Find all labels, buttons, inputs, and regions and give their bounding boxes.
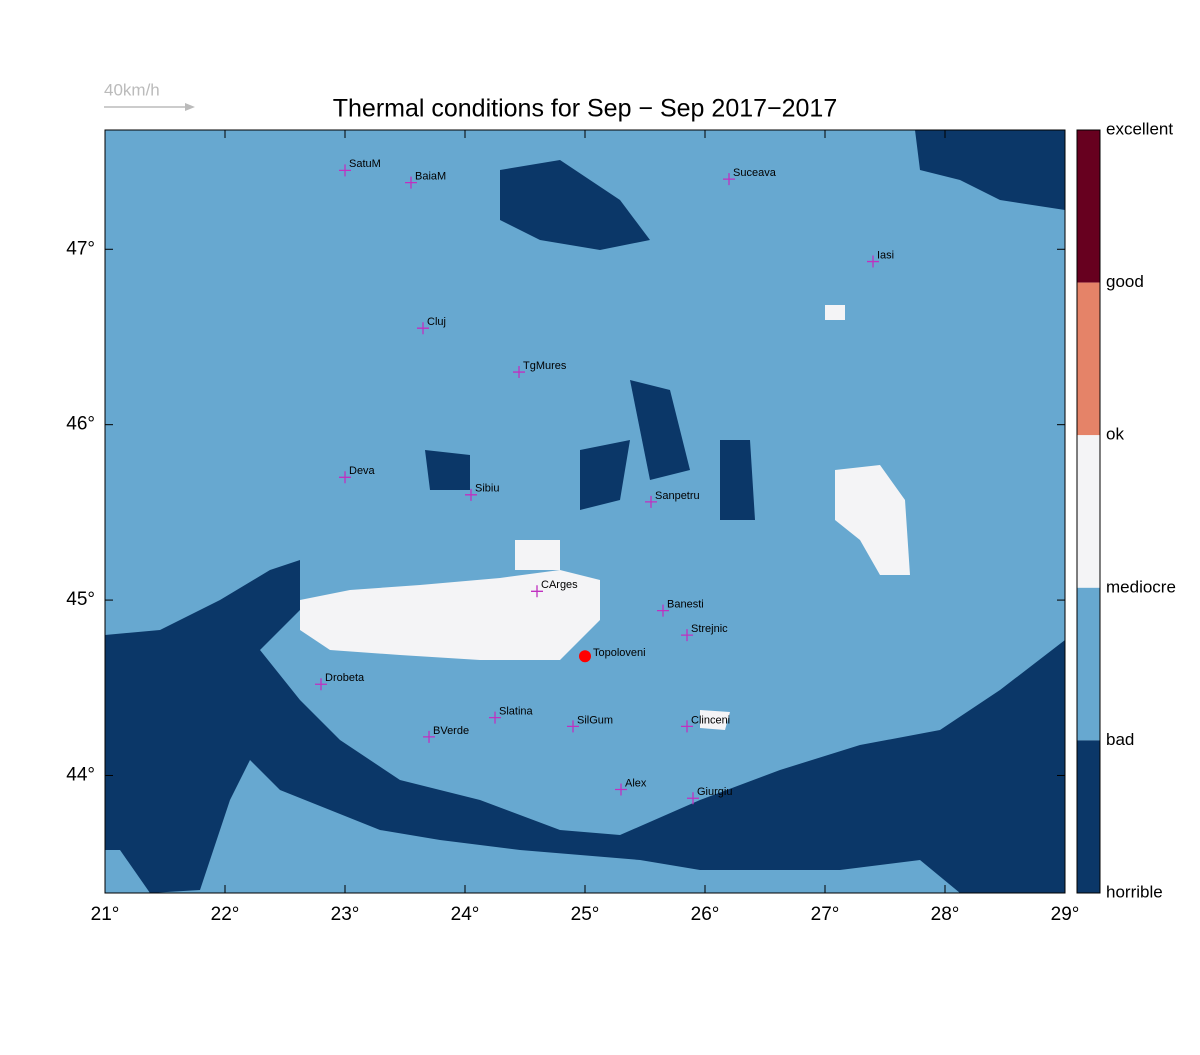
city-label: BaiaM (415, 171, 446, 183)
site-marker (579, 650, 591, 663)
x-tick-label: 29° (1051, 904, 1080, 925)
city-label: Slatina (499, 706, 534, 718)
city-label: Sanpetru (655, 490, 700, 502)
city-marker (423, 730, 435, 743)
legend-label: good (1106, 272, 1144, 291)
city-marker (645, 495, 657, 508)
city-marker (465, 488, 477, 501)
city-marker (339, 471, 351, 484)
city-marker (489, 711, 501, 724)
legend-label: mediocre (1106, 577, 1176, 596)
city-label: Strejnic (691, 623, 728, 635)
legend-swatch (1077, 130, 1100, 283)
city-marker (405, 176, 417, 189)
city-label: Iasi (877, 249, 894, 261)
mediocre-areas (300, 305, 910, 730)
site-label: Topoloveni (593, 647, 646, 659)
legend-swatch (1077, 282, 1100, 436)
city-label: Alex (625, 777, 647, 789)
legend-frame (1076, 129, 1101, 894)
x-tick-label: 24° (451, 904, 480, 925)
city-marker (315, 678, 327, 691)
city-marker (681, 720, 693, 733)
y-tick-label: 47° (66, 238, 95, 259)
legend-swatch (1077, 435, 1100, 588)
city-label: Drobeta (325, 672, 365, 684)
y-tick-label: 44° (66, 764, 95, 785)
city-marker (867, 255, 879, 268)
legend-label: excellent (1106, 119, 1173, 138)
city-marker (417, 322, 429, 335)
x-tick-label: 25° (571, 904, 600, 925)
y-tick-label: 45° (66, 589, 95, 610)
legend-label: ok (1106, 425, 1124, 444)
city-label: Cluj (427, 316, 446, 328)
x-tick-label: 21° (91, 904, 120, 925)
x-tick-label: 28° (931, 904, 960, 925)
city-marker (339, 164, 351, 177)
city-label: SatuM (349, 158, 381, 170)
legend-label: horrible (1106, 882, 1163, 901)
city-marker (657, 604, 669, 617)
city-marker (681, 629, 693, 642)
legend-swatch (1077, 740, 1100, 893)
city-marker (531, 585, 543, 598)
city-marker (567, 720, 579, 733)
x-tick-label: 27° (811, 904, 840, 925)
map-title: Thermal conditions for Sep − Sep 2017−20… (333, 95, 838, 123)
city-marker (723, 173, 735, 186)
y-tick-label: 46° (66, 414, 95, 435)
city-label: BVerde (433, 725, 469, 737)
city-label: Clinceni (691, 714, 730, 726)
x-tick-label: 23° (331, 904, 360, 925)
city-label: Deva (349, 465, 376, 477)
city-label: Sibiu (475, 483, 499, 495)
city-label: CArges (541, 579, 578, 591)
legend-label: bad (1106, 730, 1134, 749)
wind-scale-label: 40km/h (104, 80, 160, 99)
city-marker (687, 792, 699, 805)
city-marker (615, 783, 627, 796)
city-label: Giurgiu (697, 786, 732, 798)
wind-scale-head (185, 103, 195, 111)
city-label: TgMures (523, 360, 567, 372)
x-tick-label: 26° (691, 904, 720, 925)
city-label: Banesti (667, 599, 704, 611)
city-marker (513, 366, 525, 379)
horrible-areas (105, 130, 1065, 893)
city-label: Suceava (733, 167, 777, 179)
x-tick-label: 22° (211, 904, 240, 925)
city-label: SilGum (577, 714, 613, 726)
legend-swatch (1077, 587, 1100, 741)
